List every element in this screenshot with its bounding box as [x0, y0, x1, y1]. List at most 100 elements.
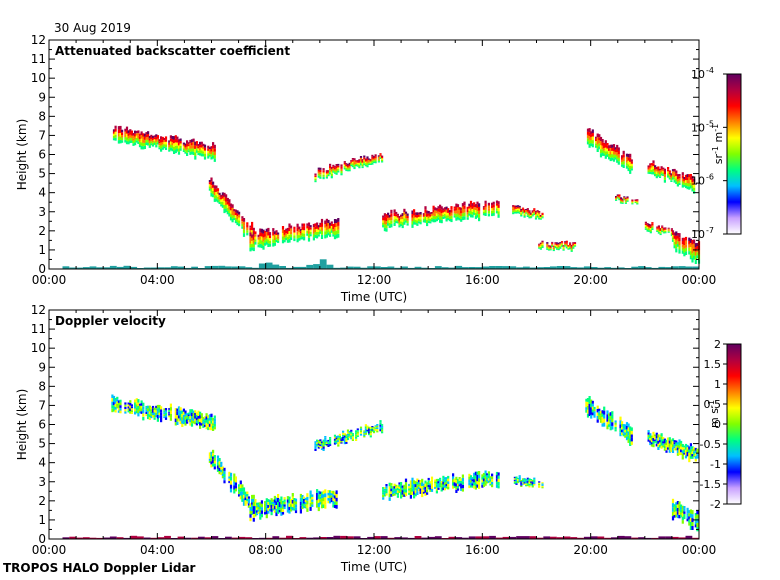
- data-cell: [484, 200, 487, 204]
- data-cell: [411, 214, 414, 218]
- y-tick-label: 3: [38, 475, 46, 489]
- data-cell: [429, 221, 432, 224]
- data-cell: [345, 163, 348, 165]
- data-cell: [469, 475, 473, 478]
- data-cell: [293, 229, 296, 233]
- data-cell: [200, 420, 203, 424]
- data-cell: [208, 180, 211, 183]
- data-cell: [252, 232, 255, 236]
- data-cell: [361, 160, 364, 163]
- data-cell: [309, 231, 312, 235]
- data-cell: [549, 249, 552, 251]
- data-cell: [612, 144, 616, 148]
- data-cell: [176, 148, 179, 152]
- data-cell: [450, 218, 453, 223]
- data-cell: [260, 240, 263, 245]
- data-cell: [685, 535, 693, 539]
- data-cell: [688, 449, 691, 453]
- data-cell: [195, 141, 198, 144]
- data-cell: [691, 188, 694, 192]
- data-cell: [596, 419, 599, 423]
- data-cell: [611, 414, 614, 419]
- data-cell: [249, 510, 252, 515]
- data-cell: [495, 203, 499, 206]
- data-cell: [432, 209, 435, 213]
- data-cell: [598, 134, 601, 138]
- data-cell: [358, 161, 361, 163]
- data-cell: [262, 229, 265, 234]
- data-cell: [489, 476, 492, 479]
- data-cell: [286, 267, 293, 269]
- data-cell: [208, 152, 211, 155]
- data-cell: [363, 155, 366, 158]
- data-cell: [254, 499, 257, 503]
- data-cell: [411, 491, 414, 495]
- data-cell: [351, 434, 354, 437]
- data-cell: [689, 185, 692, 189]
- data-cell: [426, 484, 429, 488]
- data-cell: [618, 196, 621, 198]
- data-cell: [228, 209, 231, 214]
- y-tick-label: 9: [38, 360, 46, 374]
- y-tick-label: 11: [31, 52, 46, 66]
- data-cell: [691, 453, 694, 457]
- data-cell: [359, 157, 363, 160]
- data-cell: [559, 242, 562, 244]
- data-cell: [249, 514, 252, 518]
- data-cell: [177, 536, 185, 539]
- data-cell: [683, 177, 686, 179]
- data-cell: [259, 240, 262, 244]
- data-cell: [460, 207, 463, 211]
- data-cell: [169, 138, 172, 142]
- data-cell: [539, 216, 542, 218]
- data-cell: [662, 172, 665, 175]
- data-cell: [694, 524, 697, 528]
- data-cell: [283, 501, 286, 505]
- data-cell: [369, 160, 372, 162]
- data-cell: [313, 537, 320, 539]
- data-cell: [668, 449, 671, 453]
- data-cell: [694, 453, 697, 456]
- data-cell: [517, 480, 520, 481]
- data-cell: [220, 461, 223, 465]
- data-cell: [148, 411, 151, 415]
- data-cell: [614, 157, 617, 160]
- data-cell: [611, 425, 614, 430]
- data-cell: [140, 138, 143, 143]
- data-cell: [468, 482, 471, 486]
- colorbar-scale: [726, 343, 742, 505]
- data-cell: [353, 166, 356, 170]
- data-cell: [655, 435, 658, 439]
- data-cell: [630, 161, 633, 164]
- data-cell: [117, 400, 120, 403]
- data-cell: [411, 477, 414, 482]
- data-cell: [533, 209, 536, 211]
- data-cell: [208, 147, 211, 150]
- data-cell: [215, 198, 218, 202]
- data-cell: [414, 484, 417, 488]
- data-cell: [320, 235, 324, 239]
- data-cell: [474, 215, 477, 219]
- data-cell: [272, 501, 275, 504]
- data-cell: [684, 443, 688, 447]
- data-cell: [197, 146, 200, 149]
- data-cell: [416, 478, 419, 482]
- data-cell: [491, 484, 494, 488]
- data-cell: [138, 403, 142, 406]
- data-cell: [603, 150, 606, 154]
- data-cell: [333, 535, 341, 539]
- data-cell: [116, 266, 124, 269]
- data-cell: [345, 436, 348, 439]
- data-cell: [615, 196, 618, 197]
- data-cell: [655, 173, 658, 176]
- data-cell: [398, 484, 401, 487]
- data-cell: [662, 174, 665, 176]
- data-cell: [656, 230, 659, 232]
- data-cell: [259, 516, 262, 520]
- data-cell: [288, 510, 291, 514]
- data-cell: [205, 422, 208, 426]
- data-cell: [434, 485, 437, 487]
- data-cell: [512, 212, 515, 215]
- data-cell: [333, 501, 337, 505]
- data-cell: [309, 225, 312, 228]
